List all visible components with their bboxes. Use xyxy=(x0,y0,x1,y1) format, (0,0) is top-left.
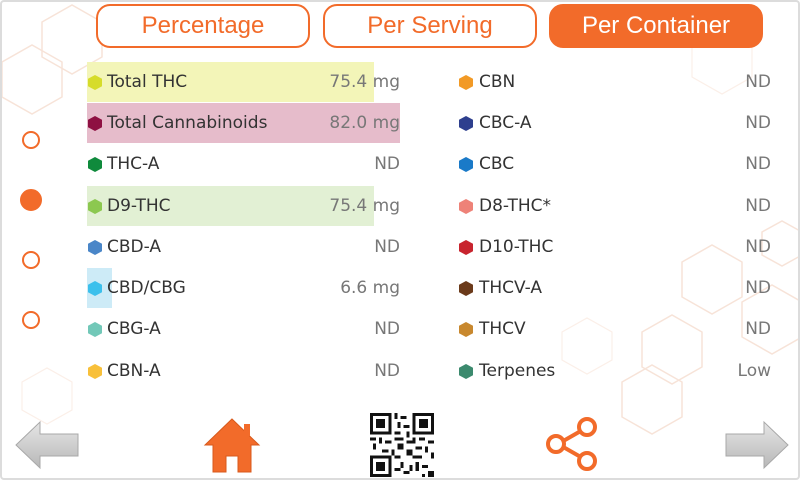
hexagon-icon xyxy=(459,364,473,379)
cannabinoid-name: CBD-A xyxy=(107,237,162,257)
list-item: CBN-A ND xyxy=(87,351,402,391)
tab-per-container[interactable]: Per Container xyxy=(549,4,763,48)
hexagon-icon xyxy=(459,240,473,255)
cannabinoid-value: ND xyxy=(745,113,771,133)
cannabinoid-value: 75.4 mg xyxy=(329,72,400,92)
value-bar xyxy=(87,186,374,226)
cannabinoid-value: ND xyxy=(745,319,771,339)
cannabinoid-name: THCV-A xyxy=(479,278,543,298)
list-item: THC-A ND xyxy=(87,144,402,184)
cannabinoid-value: ND xyxy=(374,361,400,381)
list-item: D9-THC 75.4 mg xyxy=(87,186,402,226)
list-item: THCV ND xyxy=(459,309,773,349)
list-item: THCV-A ND xyxy=(459,268,773,308)
cannabinoid-name: CBD/CBG xyxy=(107,278,186,298)
list-item: CBN ND xyxy=(459,62,773,102)
cannabinoid-name: CBN xyxy=(479,72,516,92)
share-icon[interactable] xyxy=(544,416,600,472)
cannabinoid-name: D10-THC xyxy=(479,237,554,257)
cannabinoid-value: ND xyxy=(745,196,771,216)
tab-percentage[interactable]: Percentage xyxy=(96,4,310,48)
hexagon-icon xyxy=(88,364,102,379)
page-indicator-1[interactable] xyxy=(22,131,40,149)
hexagon-icon xyxy=(459,322,473,337)
cannabinoid-name: THCV xyxy=(479,319,526,339)
page-indicator-2[interactable] xyxy=(20,189,42,211)
cannabinoid-value: ND xyxy=(374,154,400,174)
value-bar xyxy=(87,62,374,102)
list-item: D10-THC ND xyxy=(459,227,773,267)
list-item: CBD-A ND xyxy=(87,227,402,267)
hexagon-icon xyxy=(459,157,473,172)
cannabinoid-name: THC-A xyxy=(107,154,160,174)
page-indicator-3[interactable] xyxy=(22,251,40,269)
value-bar xyxy=(87,103,400,143)
list-item: D8-THC* ND xyxy=(459,186,773,226)
cannabinoid-value: ND xyxy=(745,72,771,92)
hexagon-icon xyxy=(459,116,473,131)
hexagon-icon xyxy=(88,199,102,214)
hexagon-icon xyxy=(88,157,102,172)
list-item: Total THC 75.4 mg xyxy=(87,62,402,102)
list-item: CBG-A ND xyxy=(87,309,402,349)
qr-code-icon[interactable] xyxy=(370,413,434,477)
list-item: CBC-A ND xyxy=(459,103,773,143)
hexagon-icon xyxy=(88,322,102,337)
home-icon[interactable] xyxy=(203,416,261,474)
cannabinoid-name: CBC-A xyxy=(479,113,532,133)
page-indicator-4[interactable] xyxy=(22,311,40,329)
arrow-left-icon[interactable] xyxy=(14,419,80,471)
cannabinoid-name: D9-THC xyxy=(107,196,171,216)
cannabinoid-value: ND xyxy=(374,237,400,257)
hexagon-icon xyxy=(459,281,473,296)
cannabinoid-value: ND xyxy=(745,237,771,257)
hexagon-icon xyxy=(88,75,102,90)
cannabinoid-name: D8-THC* xyxy=(479,196,552,216)
cannabinoid-value: ND xyxy=(745,154,771,174)
tab-per-serving[interactable]: Per Serving xyxy=(323,4,537,48)
cannabinoid-name: Total THC xyxy=(107,72,188,92)
arrow-right-icon[interactable] xyxy=(724,419,790,471)
hexagon-icon xyxy=(88,116,102,131)
hexagon-icon xyxy=(459,199,473,214)
list-item: CBD/CBG 6.6 mg xyxy=(87,268,402,308)
list-item: Total Cannabinoids 82.0 mg xyxy=(87,103,402,143)
cannabinoid-value: Low xyxy=(737,361,771,381)
cannabinoid-value: ND xyxy=(374,319,400,339)
cannabinoid-name: CBC xyxy=(479,154,515,174)
cannabinoid-value: 82.0 mg xyxy=(329,113,400,133)
hexagon-icon xyxy=(459,75,473,90)
cannabinoid-name: CBG-A xyxy=(107,319,161,339)
cannabinoid-name: CBN-A xyxy=(107,361,161,381)
hexagon-icon xyxy=(88,281,102,296)
list-item: Terpenes Low xyxy=(459,351,773,391)
hexagon-icon xyxy=(88,240,102,255)
cannabinoid-value: 6.6 mg xyxy=(340,278,400,298)
cannabinoid-value: ND xyxy=(745,278,771,298)
cannabinoid-name: Total Cannabinoids xyxy=(107,113,268,133)
cannabinoid-name: Terpenes xyxy=(479,361,556,381)
cannabinoid-value: 75.4 mg xyxy=(329,196,400,216)
list-item: CBC ND xyxy=(459,144,773,184)
